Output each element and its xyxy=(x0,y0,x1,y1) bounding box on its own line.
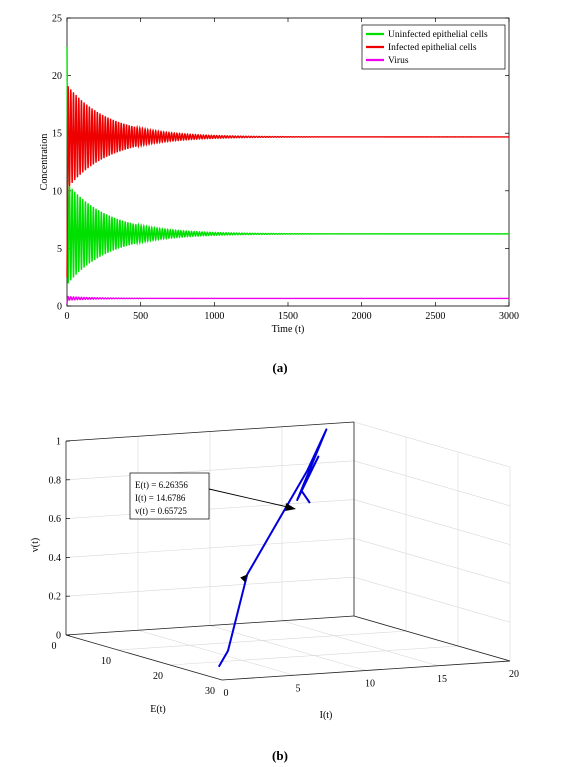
legend-label-infected: Infected epithelial cells xyxy=(388,42,477,53)
grid-line xyxy=(353,421,511,468)
z-tick-label: 0.2 xyxy=(49,592,62,603)
y-tick-label: 20 xyxy=(52,71,62,82)
x-tick-label: 0 xyxy=(65,311,70,322)
i-tick-label: 10 xyxy=(365,679,375,690)
annotation-line-e: E(t) = 6.26356 xyxy=(135,480,188,490)
grid-line xyxy=(65,460,355,481)
z-tick-label: 0.8 xyxy=(49,475,62,486)
grid-line xyxy=(65,499,355,519)
annotation-frame xyxy=(129,472,210,520)
i-tick-label: 5 xyxy=(296,683,301,694)
chart-a-legend: Uninfected epithelial cells Infected epi… xyxy=(361,24,506,70)
grid-line xyxy=(137,629,295,676)
annotation-arrowhead xyxy=(285,503,296,511)
caption-a: (a) xyxy=(272,360,287,375)
i-tick-label: 0 xyxy=(224,688,229,699)
y-tick-label: 15 xyxy=(52,129,62,140)
z-tick-label: 1 xyxy=(56,437,61,448)
chart-b-e-axis-label: E(t) xyxy=(150,704,166,715)
box-edge xyxy=(65,634,223,681)
legend-label-virus: Virus xyxy=(388,56,409,66)
x-tick-label: 1000 xyxy=(204,311,224,322)
grid-line xyxy=(353,499,511,545)
chart-b-z-axis-label: v(t) xyxy=(30,538,41,552)
x-tick-label: 2000 xyxy=(352,311,372,322)
series-uninfected xyxy=(66,46,510,284)
grid-line xyxy=(117,630,407,651)
series-virus xyxy=(66,295,509,304)
grid-line xyxy=(169,645,459,666)
grid-line xyxy=(353,576,511,623)
y-tick-label: 0 xyxy=(57,302,62,313)
grid-line xyxy=(281,620,439,667)
e-tick-label: 20 xyxy=(153,671,163,682)
series-infected xyxy=(66,86,509,278)
legend-box xyxy=(361,24,506,70)
i-tick-label: 15 xyxy=(437,674,447,685)
y-tick-label: 5 xyxy=(57,244,62,255)
y-tick-label: 25 xyxy=(52,14,62,25)
box-edge xyxy=(65,615,355,636)
z-tick-label: 0.6 xyxy=(49,514,62,525)
chart-a: 0 500 1000 1500 2000 2500 3000 0 5 10 15 20 25 Time … xyxy=(39,14,519,376)
annotation-arrow xyxy=(208,488,293,509)
grid-line xyxy=(353,538,511,584)
chart-a-x-axis-label: Time (t) xyxy=(272,324,305,335)
chart-b-i-axis-label: I(t) xyxy=(320,710,333,721)
z-tick-label: 0.4 xyxy=(49,553,62,564)
x-tick-label: 1500 xyxy=(278,311,298,322)
grid-line xyxy=(65,538,355,558)
annotation-line-i: I(t) = 14.6786 xyxy=(135,493,186,503)
legend-label-uninfected: Uninfected epithelial cells xyxy=(388,29,488,40)
annotation-box: E(t) = 6.26356 I(t) = 14.6786 v(t) = 0.6… xyxy=(129,472,296,520)
x-tick-label: 3000 xyxy=(499,311,519,322)
annotation-line-v: v(t) = 0.65725 xyxy=(135,506,187,516)
grid-line xyxy=(353,460,511,507)
e-tick-label: 30 xyxy=(205,686,215,697)
box-edge xyxy=(353,615,511,662)
box-edge xyxy=(65,421,355,442)
e-tick-label: 10 xyxy=(101,656,111,667)
x-tick-label: 2500 xyxy=(425,311,445,322)
box-edge xyxy=(221,660,511,681)
x-tick-label: 500 xyxy=(133,311,148,322)
grid-line xyxy=(65,576,355,597)
i-tick-label: 20 xyxy=(509,669,519,680)
e-tick-label: 0 xyxy=(52,641,57,652)
caption-b: (b) xyxy=(272,748,288,763)
trajectory-line xyxy=(217,428,328,668)
chart-a-y-axis-label: Concentration xyxy=(39,134,50,191)
y-tick-label: 10 xyxy=(52,186,62,197)
z-tick-label: 0 xyxy=(56,631,61,642)
direction-arrow xyxy=(240,574,248,583)
grid-line xyxy=(209,625,367,671)
